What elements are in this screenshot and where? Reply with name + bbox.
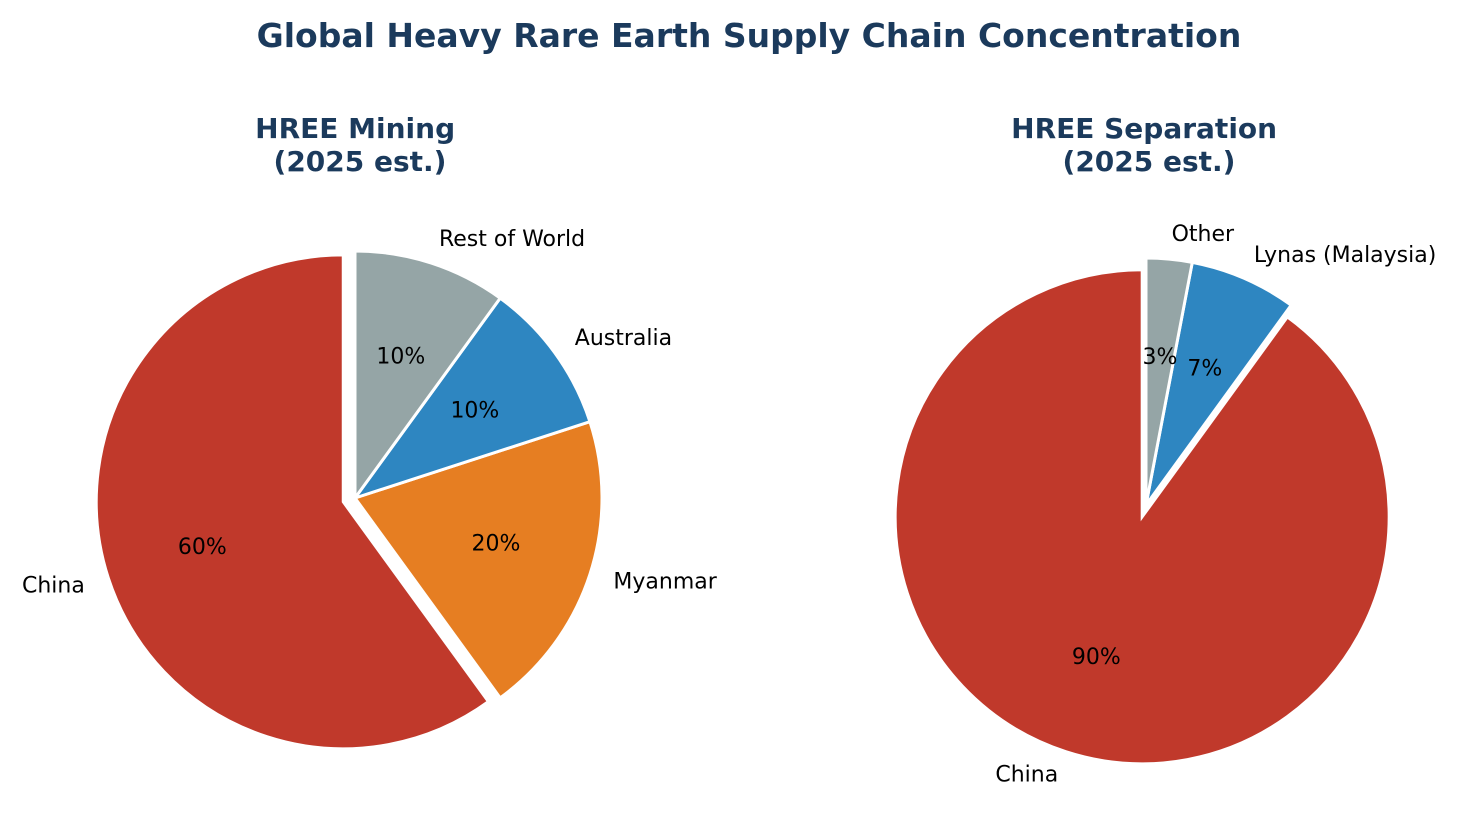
pie-value-label-separation-other: 3% xyxy=(1142,345,1177,370)
pie-title-mining-line-2: (2025 est.) xyxy=(274,145,447,178)
pie-value-label-mining-myanmar: 20% xyxy=(471,531,520,556)
pie-chart-separation: HREE Separation (2025 est.) China 90% Lyna… xyxy=(893,112,1436,788)
pie-label-separation-china: China xyxy=(995,763,1058,788)
pie-slices-mining: China 60% Myanmar 20% Australia 10% Rest of Wo… xyxy=(22,227,718,751)
pie-title-mining: HREE Mining (2025 est.) xyxy=(255,112,465,178)
figure-title: Global Heavy Rare Earth Supply Chain Con… xyxy=(257,16,1242,55)
pie-title-mining-line-1: HREE Mining xyxy=(255,112,455,145)
pie-label-mining-myanmar: Myanmar xyxy=(613,569,717,594)
pie-label-mining-australia: Australia xyxy=(575,326,672,351)
pie-label-separation-other: Other xyxy=(1172,222,1235,247)
pie-value-label-separation-china: 90% xyxy=(1072,645,1121,670)
pie-chart-mining: HREE Mining (2025 est.) China 60% Myanmar 2… xyxy=(22,112,718,751)
pie-value-label-mining-australia: 10% xyxy=(450,398,499,423)
pie-slice-mining-rest-of-world xyxy=(353,249,503,503)
pie-slice-mining-china xyxy=(94,253,491,751)
pie-slice-mining-australia xyxy=(351,296,592,501)
pie-slice-separation-other xyxy=(1144,256,1195,506)
pie-slice-separation-lynas-malaysia xyxy=(1144,260,1294,506)
pie-slices-separation: China 90% Lynas (Malaysia) 7% Other 3% xyxy=(893,222,1436,788)
pie-title-separation-line-2: (2025 est.) xyxy=(1063,145,1236,178)
pie-label-separation-lynas-malaysia: Lynas (Malaysia) xyxy=(1254,243,1436,268)
pie-slice-mining-myanmar xyxy=(352,419,604,700)
pie-label-mining-china: China xyxy=(22,573,85,598)
pie-title-separation-line-1: HREE Separation xyxy=(1011,112,1277,145)
pie-label-mining-rest-of-world: Rest of World xyxy=(439,227,585,252)
pie-value-label-separation-lynas-malaysia: 7% xyxy=(1187,356,1222,381)
pie-value-label-mining-rest-of-world: 10% xyxy=(376,345,425,370)
pie-value-label-mining-china: 60% xyxy=(178,535,227,560)
pie-slice-separation-china xyxy=(893,268,1391,766)
pie-title-separation: HREE Separation (2025 est.) xyxy=(1011,112,1287,178)
